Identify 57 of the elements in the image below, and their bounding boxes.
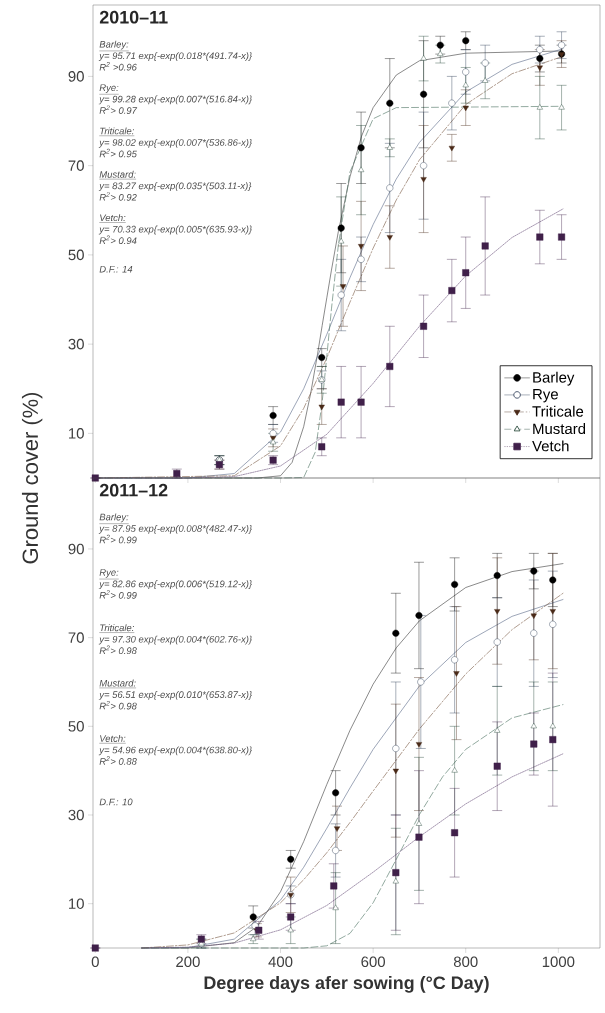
annotation: R$^{2}$ >0.96 [99,62,137,71]
y-tick-label: 30 [68,338,84,350]
annotation: Triticale: [100,127,134,135]
chart-title: 2011–12 [99,483,168,497]
annotation: y= 54.96 exp{-exp(0.004*(638.80-x)} [98,746,252,756]
annotation: Rye: [99,569,119,578]
x-tick-label: 800 [453,956,478,968]
annotation: y= 99.28 exp{-exp(0.007*(516.84-x)} [98,95,252,105]
annotation: Vetch: [100,214,126,222]
legend-label: Vetch [532,440,569,452]
y-tick-label: 10 [69,428,84,439]
y-tick-label: 90 [68,71,84,82]
annotation: y= 70.33 exp{-exp(0.005*(635.93-x)} [98,225,252,235]
annotation: R$^{2}$> 0.92 [99,192,137,201]
x-axis-title: Degree days afer sowing (°C Day) [204,975,489,993]
annotation: Mustard: [99,170,136,178]
annotation: y= 56.51 exp{-exp(0.010*(653.87-x)} [98,691,252,700]
x-tick-label: 400 [268,956,293,968]
annotation: Vetch: [100,734,126,742]
annotation: y= 95.71 exp{-exp(0.018*(491.74-x)} [98,52,252,61]
annotation: D.F.: 14 [99,265,133,273]
x-tick-label: 600 [361,956,385,968]
y-tick-label: 70 [68,160,84,171]
annotation: y= 83.27 exp{-exp(0.035*(503.11-x)} [98,182,252,192]
annotation: Rye: [99,84,119,93]
y-tick-label: 50 [68,249,84,261]
annotation: R$^{2}$> 0.98 [99,645,137,655]
legend-label: Barley [533,371,575,386]
legend-label: Mustard [533,423,586,435]
annotation: R$^{2}$> 0.95 [99,148,137,158]
annotation: Barley: [99,40,129,50]
legend-label: Triticale [532,405,584,417]
annotation: R$^{2}$> 0.98 [99,700,137,710]
y-tick-label: 30 [68,809,84,821]
annotation: R$^{2}$> 0.88 [99,756,137,765]
annotation: y= 87.95 exp{-exp(0.008*(482.47-x)} [98,524,252,534]
y-axis-title: Ground cover (%) [21,392,43,564]
annotation: R$^{2}$> 0.94 [99,235,137,245]
y-tick-label: 70 [68,632,84,643]
annotation: R$^{2}$> 0.97 [99,105,138,114]
legend-label: Rye [533,389,558,403]
annotation: y= 82.86 exp{-exp(0.006*(519.12-x)} [98,580,252,590]
annotation: y= 98.02 exp{-exp(0.007*(536.86-x)} [98,138,252,148]
y-tick-label: 10 [69,898,84,909]
annotation: D.F.: 10 [99,798,133,806]
annotation: y= 97.30 exp{-exp(0.004*(602.76-x)} [98,635,252,645]
annotation: Mustard: [99,679,136,687]
chart-title: 2010–11 [99,10,168,24]
y-tick-label: 50 [68,721,84,732]
annotation: R$^{2}$> 0.99 [99,590,137,599]
x-tick-label: 0 [91,956,99,968]
annotation: R$^{2}$> 0.99 [99,534,137,544]
x-tick-label: 200 [176,956,200,968]
annotation: Triticale: [100,624,134,632]
y-tick-label: 90 [68,543,84,555]
x-tick-label: 1000 [542,956,575,968]
annotation: Barley: [99,513,129,523]
